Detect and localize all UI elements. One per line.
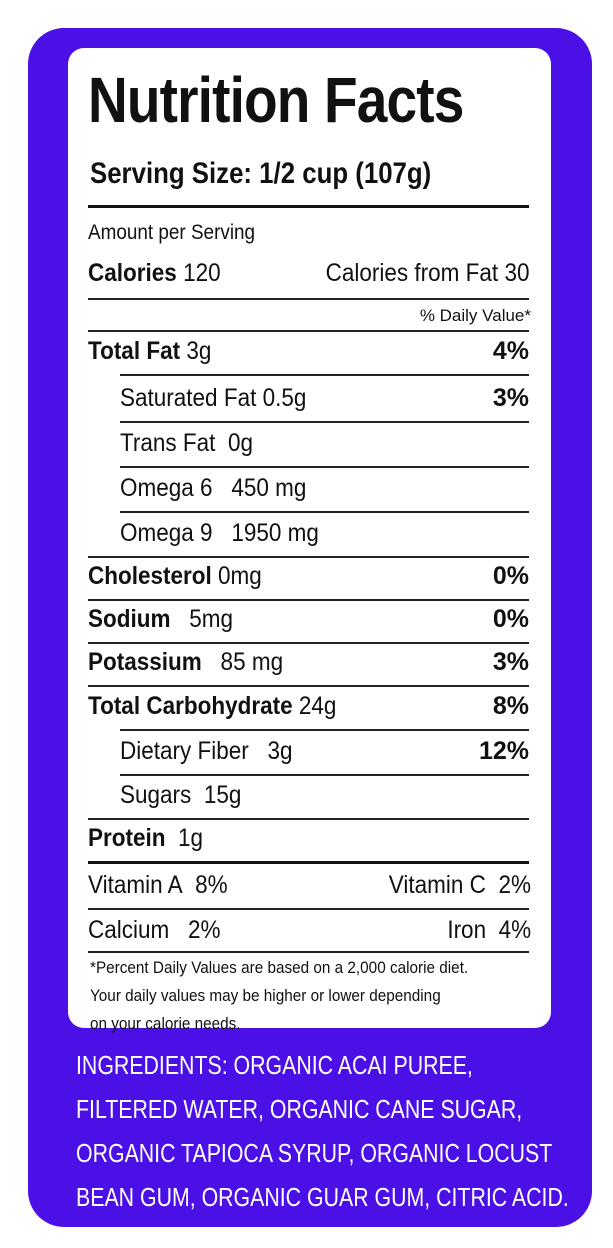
divider [120, 421, 529, 423]
nutrient-pct: 12% [478, 737, 529, 765]
ingredients-line: INGREDIENTS: ORGANIC ACAI PUREE, [76, 1050, 473, 1080]
footnote-line: on your calorie needs. [90, 1014, 241, 1033]
nutrient-amount: 0g [227, 429, 253, 457]
iron-value: 4% [498, 916, 531, 944]
nutrient-name: Sugars [120, 781, 192, 809]
footnote: *Percent Daily Values are based on a 2,0… [90, 954, 540, 1038]
nutrient-row-sodium: Sodium 5mg 0% [88, 602, 529, 636]
nutrient-amount: 0mg [218, 562, 262, 590]
amount-per-serving: Amount per Serving [88, 221, 274, 245]
nutrient-name: Potassium [88, 648, 202, 676]
footnote-line: Your daily values may be higher or lower… [90, 986, 441, 1005]
calcium-label: Calcium [88, 916, 170, 944]
divider [88, 330, 529, 332]
nutrient-name: Cholesterol [88, 562, 212, 590]
nutrient-row-protein: Protein 1g [88, 821, 529, 855]
divider [88, 818, 529, 820]
nutrient-amount: 3g [186, 337, 212, 365]
iron-label: Iron [447, 916, 486, 944]
nutrient-row-saturated-fat: Saturated Fat 0.5g 3% [120, 381, 529, 415]
nutrient-row-total-carbohydrate: Total Carbohydrate 24g 8% [88, 689, 529, 723]
nutrient-pct: 8% [492, 692, 529, 720]
daily-value-header: % Daily Value* [419, 306, 531, 325]
calories-value: 120 [183, 259, 221, 287]
nutrient-amount: 3g [267, 737, 293, 765]
nutrient-name: Dietary Fiber [120, 737, 249, 765]
nutrient-amount: 5mg [189, 605, 234, 633]
ingredients-line: BEAN GUM, ORGANIC GUAR GUM, CITRIC ACID. [76, 1182, 569, 1212]
nutrient-row-cholesterol: Cholesterol 0mg 0% [88, 559, 529, 593]
nutrient-row-omega-6: Omega 6 450 mg [120, 471, 529, 505]
nutrient-row-sugars: Sugars 15g [120, 778, 529, 812]
divider [88, 298, 529, 300]
divider [88, 599, 529, 601]
thick-divider [88, 861, 529, 864]
ingredients-list: INGREDIENTS: ORGANIC ACAI PUREE, FILTERE… [76, 1043, 569, 1219]
nutrient-amount: 450 mg [231, 474, 307, 502]
nutrient-amount: 1950 mg [231, 519, 319, 547]
nutrient-pct: 0% [492, 562, 529, 590]
divider [88, 642, 529, 644]
divider [120, 511, 529, 513]
thick-divider [88, 205, 529, 208]
nutrient-name: Sodium [88, 605, 171, 633]
nutrient-row-trans-fat: Trans Fat 0g [120, 426, 529, 460]
vitamin-a: Vitamin A 8% [88, 868, 243, 902]
nutrition-title: Nutrition Facts [88, 64, 464, 136]
label-panel: Nutrition Facts Serving Size: 1/2 cup (1… [28, 28, 592, 1227]
calories-label: Calories [88, 259, 177, 287]
serving-size: Serving Size: 1/2 cup (107g) [90, 157, 432, 190]
nutrient-row-total-fat: Total Fat 3g 4% [88, 334, 529, 368]
iron: Iron 4% [438, 913, 531, 947]
nutrient-row-omega-9: Omega 9 1950 mg [120, 516, 529, 550]
nutrient-name: Omega 9 [120, 519, 213, 547]
amount-per-serving-text: Amount per Serving [88, 221, 256, 244]
vitamin-c-value: 2% [498, 871, 531, 899]
nutrient-amount: 0.5g [262, 384, 307, 412]
nutrient-row-potassium: Potassium 85 mg 3% [88, 645, 529, 679]
nutrition-facts-card: Nutrition Facts Serving Size: 1/2 cup (1… [68, 48, 551, 1033]
vitamin-a-value: 8% [195, 871, 228, 899]
divider [120, 374, 529, 376]
ingredients-line: ORGANIC TAPIOCA SYRUP, ORGANIC LOCUST [76, 1138, 553, 1168]
calories-from-fat: Calories from Fat 30 [325, 259, 529, 287]
nutrient-amount: 85 mg [220, 648, 284, 676]
nutrient-name: Omega 6 [120, 474, 213, 502]
nutrient-name: Protein [88, 824, 166, 852]
divider [120, 774, 529, 776]
nutrient-amount: 24g [298, 692, 337, 720]
ingredients-line: FILTERED WATER, ORGANIC CANE SUGAR, [76, 1094, 523, 1124]
nutrient-amount: 15g [203, 781, 242, 809]
nutrient-name: Total Carbohydrate [88, 692, 293, 720]
nutrient-pct: 3% [492, 384, 529, 412]
nutrient-row-dietary-fiber: Dietary Fiber 3g 12% [120, 734, 529, 768]
divider [88, 685, 529, 687]
divider [88, 556, 529, 558]
nutrient-name: Saturated Fat [120, 384, 257, 412]
calcium: Calcium 2% [88, 913, 235, 947]
nutrient-pct: 0% [492, 605, 529, 633]
divider [88, 908, 529, 910]
vitamin-c: Vitamin C 2% [373, 868, 531, 902]
divider [120, 466, 529, 468]
footnote-line: *Percent Daily Values are based on a 2,0… [90, 958, 469, 977]
calories-row: Calories 120 Calories from Fat 30 [88, 256, 529, 290]
divider [120, 729, 529, 731]
nutrient-amount: 1g [178, 824, 204, 852]
nutrient-pct: 4% [492, 337, 529, 365]
nutrient-name: Total Fat [88, 337, 181, 365]
nutrient-name: Trans Fat [120, 429, 216, 457]
nutrient-pct: 3% [492, 648, 529, 676]
calcium-value: 2% [188, 916, 221, 944]
vitamin-a-label: Vitamin A [88, 871, 183, 899]
vitamin-c-label: Vitamin C [388, 871, 486, 899]
divider [88, 951, 529, 953]
